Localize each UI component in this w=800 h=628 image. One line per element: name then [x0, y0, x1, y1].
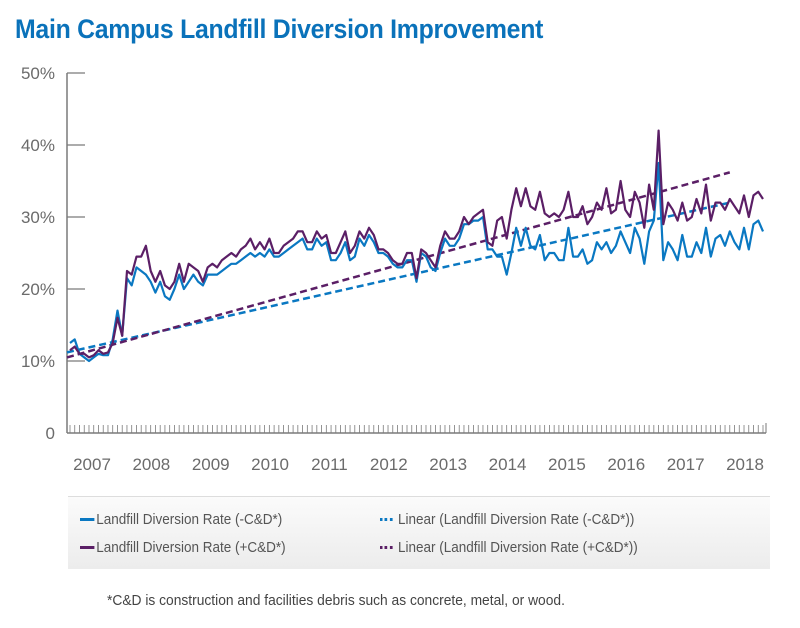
- legend-item-purple-linear: Linear (Landfill Diversion Rate (+C&D*)): [380, 539, 638, 556]
- chart-title: Main Campus Landfill Diversion Improveme…: [15, 14, 544, 44]
- dashed-line-swatch-icon: [380, 518, 393, 521]
- x-tick-label: 2015: [548, 455, 586, 474]
- series-lines: [66, 129, 765, 363]
- y-tick-label: 0: [46, 424, 55, 443]
- x-tick-label: 2018: [726, 455, 764, 474]
- legend-label: Landfill Diversion Rate (-C&D*): [96, 511, 283, 528]
- dashed-line-swatch-icon: [380, 546, 393, 549]
- line-chart: 0 10% 20% 30% 40% 50% 2007 2008 2009 2010 2011 201…: [21, 64, 767, 474]
- x-tick-label: 2009: [192, 455, 230, 474]
- x-tick-label: 2014: [489, 455, 527, 474]
- x-tick-label: 2013: [429, 455, 467, 474]
- y-tick-label: 20%: [21, 280, 55, 299]
- y-tick-label: 30%: [21, 208, 55, 227]
- x-axis-labels: 2007 2008 2009 2010 2011 2012 2013 2014 2015 2016…: [73, 455, 764, 474]
- x-tick-label: 2008: [132, 455, 170, 474]
- x-tick-label: 2007: [73, 455, 111, 474]
- y-axis-labels: 0 10% 20% 30% 40% 50%: [21, 64, 55, 443]
- x-tick-label: 2012: [370, 455, 408, 474]
- series-line-plus-cd: [69, 129, 764, 359]
- y-tick-label: 40%: [21, 136, 55, 155]
- axes: [66, 72, 767, 434]
- legend-item-blue-linear: Linear (Landfill Diversion Rate (-C&D*)): [380, 511, 634, 528]
- x-tick-label: 2011: [311, 455, 348, 474]
- x-tick-label: 2010: [251, 455, 289, 474]
- legend-item-blue-rate: Landfill Diversion Rate (-C&D*): [80, 511, 282, 528]
- legend-label: Linear (Landfill Diversion Rate (-C&D*)): [398, 511, 635, 528]
- solid-line-swatch-icon: [80, 518, 95, 521]
- y-tick-label: 50%: [21, 64, 55, 83]
- x-tick-label: 2016: [607, 455, 645, 474]
- legend: Landfill Diversion Rate (-C&D*) Linear (…: [68, 496, 770, 569]
- y-tick-label: 10%: [21, 352, 55, 371]
- legend-label: Landfill Diversion Rate (+C&D*): [96, 539, 286, 556]
- footnote: *C&D is construction and facilities debr…: [107, 592, 565, 609]
- series-line-minus-cd: [69, 161, 765, 363]
- legend-item-purple-rate: Landfill Diversion Rate (+C&D*): [80, 539, 286, 556]
- legend-label: Linear (Landfill Diversion Rate (+C&D*)): [398, 539, 638, 556]
- solid-line-swatch-icon: [80, 546, 95, 549]
- x-tick-label: 2017: [667, 455, 705, 474]
